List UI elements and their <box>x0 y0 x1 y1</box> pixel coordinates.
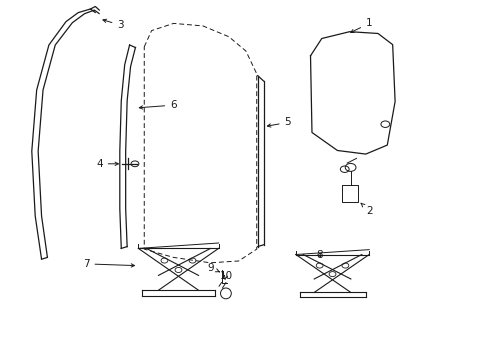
Text: 6: 6 <box>139 100 177 110</box>
Text: 8: 8 <box>315 250 322 260</box>
Text: 1: 1 <box>350 18 372 32</box>
Text: 2: 2 <box>360 203 372 216</box>
Text: 9: 9 <box>207 263 219 273</box>
Text: 4: 4 <box>96 159 118 169</box>
Text: 5: 5 <box>267 117 291 127</box>
Text: 10: 10 <box>219 271 232 281</box>
Text: 7: 7 <box>82 259 134 269</box>
Text: 3: 3 <box>103 19 124 30</box>
